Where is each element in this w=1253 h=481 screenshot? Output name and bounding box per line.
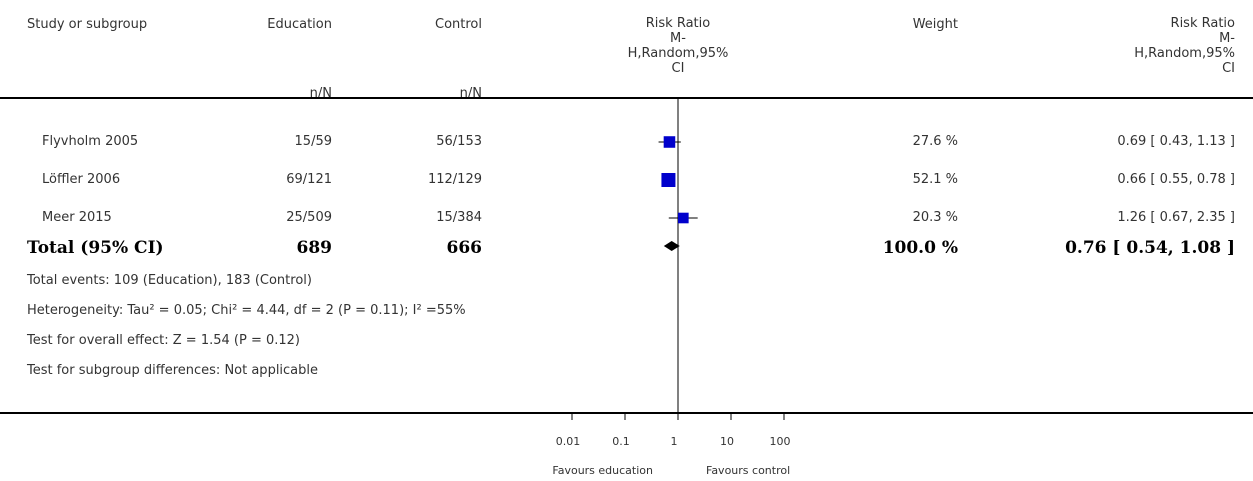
footnote-events: Total events: 109 (Education), 183 (Cont… (27, 273, 312, 288)
header-risk-ratio-l1: Risk Ratio (1170, 16, 1235, 31)
total-ctrl: 666 (446, 238, 483, 258)
study-weight-1: 27.6 % (912, 134, 958, 149)
axis-tick-label-0: 0.01 (555, 435, 581, 448)
study-name-2: Löffler 2006 (42, 172, 121, 187)
study-weight-2: 52.1 % (912, 172, 958, 187)
footnote-overall-effect: Test for overall effect: Z = 1.54 (P = 0… (27, 333, 300, 348)
study-ci-2: 0.66 [ 0.55, 0.78 ] (1117, 172, 1235, 187)
study-name-3: Meer 2015 (42, 210, 112, 225)
study-ctrl-3: 15/384 (436, 210, 482, 225)
header-control: Control (435, 17, 482, 32)
study-name-1: Flyvholm 2005 (42, 134, 139, 149)
axis-tick-label-2: 1 (670, 435, 678, 448)
axis-tick-label-1: 0.1 (612, 435, 630, 448)
header-weight: Weight (912, 17, 958, 32)
total-ci: 0.76 [ 0.54, 1.08 ] (1065, 238, 1235, 258)
header-risk-ratio-l2: M- (1219, 31, 1235, 46)
effect-box-3 (678, 212, 689, 224)
axis-tick-label-3: 10 (720, 435, 734, 448)
total-weight: 100.0 % (882, 238, 958, 258)
study-weight-3: 20.3 % (912, 210, 958, 225)
favours-control-label: Favours control (706, 464, 791, 477)
header-risk-ratio-plot-l4: CI (671, 61, 685, 76)
study-edu-3: 25/509 (286, 210, 332, 225)
study-ctrl-2: 112/129 (427, 172, 482, 187)
effect-box-2 (661, 173, 676, 187)
study-ci-3: 1.26 [ 0.67, 2.35 ] (1117, 210, 1235, 225)
pooled-diamond (663, 241, 680, 251)
study-ci-1: 0.69 [ 0.43, 1.13 ] (1117, 134, 1235, 149)
header-study: Study or subgroup (27, 17, 148, 32)
total-edu: 689 (296, 238, 333, 258)
favours-education-label: Favours education (552, 464, 653, 477)
total-label: Total (95% CI) (27, 238, 164, 258)
footnote-heterogeneity: Heterogeneity: Tau² = 0.05; Chi² = 4.44,… (27, 303, 466, 318)
header-risk-ratio-plot-l2: M- (670, 31, 686, 46)
header-risk-ratio-plot-l3: H,Random,95% (627, 46, 729, 61)
study-edu-1: 15/59 (294, 134, 332, 149)
study-edu-2: 69/121 (286, 172, 332, 187)
study-ctrl-1: 56/153 (436, 134, 482, 149)
header-education: Education (267, 17, 332, 32)
footnote-subgroup: Test for subgroup differences: Not appli… (27, 363, 319, 378)
axis-tick-label-4: 100 (769, 435, 791, 448)
header-risk-ratio-l3: H,Random,95% (1134, 46, 1235, 61)
effect-box-1 (663, 136, 676, 148)
header-risk-ratio-l4: CI (1222, 61, 1235, 76)
header-risk-ratio-plot-l1: Risk Ratio (645, 16, 711, 31)
